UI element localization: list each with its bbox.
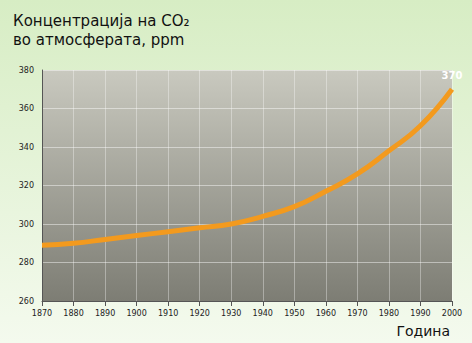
svg-text:во атмосферата, ppm: во атмосферата, ppm	[13, 31, 184, 49]
svg-text:2000: 2000	[442, 309, 462, 318]
svg-text:320: 320	[19, 181, 34, 190]
svg-text:1970: 1970	[347, 309, 367, 318]
svg-text:1880: 1880	[63, 309, 83, 318]
svg-text:1870: 1870	[32, 309, 52, 318]
svg-text:360: 360	[19, 104, 34, 113]
svg-text:1980: 1980	[379, 309, 399, 318]
svg-text:Година: Година	[396, 323, 450, 339]
svg-text:300: 300	[19, 220, 34, 229]
svg-text:1950: 1950	[284, 309, 304, 318]
svg-text:380: 380	[19, 66, 34, 75]
svg-text:1910: 1910	[158, 309, 178, 318]
svg-text:1920: 1920	[190, 309, 210, 318]
svg-text:Концентрација на CO₂: Концентрација на CO₂	[13, 12, 189, 30]
svg-text:280: 280	[19, 258, 34, 267]
svg-text:370: 370	[442, 70, 463, 81]
svg-text:1930: 1930	[221, 309, 241, 318]
svg-text:1990: 1990	[410, 309, 430, 318]
svg-text:1900: 1900	[126, 309, 146, 318]
svg-text:1940: 1940	[253, 309, 273, 318]
svg-text:340: 340	[19, 143, 34, 152]
svg-text:1890: 1890	[95, 309, 115, 318]
svg-text:1960: 1960	[316, 309, 336, 318]
svg-text:260: 260	[19, 297, 34, 306]
